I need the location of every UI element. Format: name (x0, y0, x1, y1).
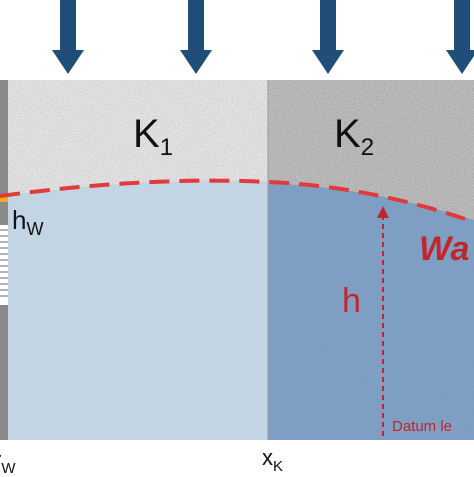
well-head-label: hW (12, 205, 44, 239)
water-table-label: Wa (419, 230, 470, 268)
zone-2-saturated (268, 183, 474, 440)
recharge-arrows (52, 0, 474, 74)
zone-1-k-label: K1 (133, 112, 174, 161)
water-table-line (0, 178, 474, 224)
recharge-arrow (180, 0, 212, 74)
hydraulic-head-label: h (342, 282, 361, 320)
recharge-arrow (312, 0, 344, 74)
x-axis-boundary-label: xK (262, 445, 284, 475)
head-arrow (377, 206, 389, 436)
datum-level-label: Datum le (392, 418, 453, 435)
recharge-arrow (52, 0, 84, 74)
recharge-arrow (446, 0, 474, 74)
well (0, 80, 8, 440)
x-axis-left-label: rW (0, 449, 16, 477)
zone-2-k-label: K2 (334, 112, 375, 161)
zone-1-saturated (8, 180, 268, 440)
